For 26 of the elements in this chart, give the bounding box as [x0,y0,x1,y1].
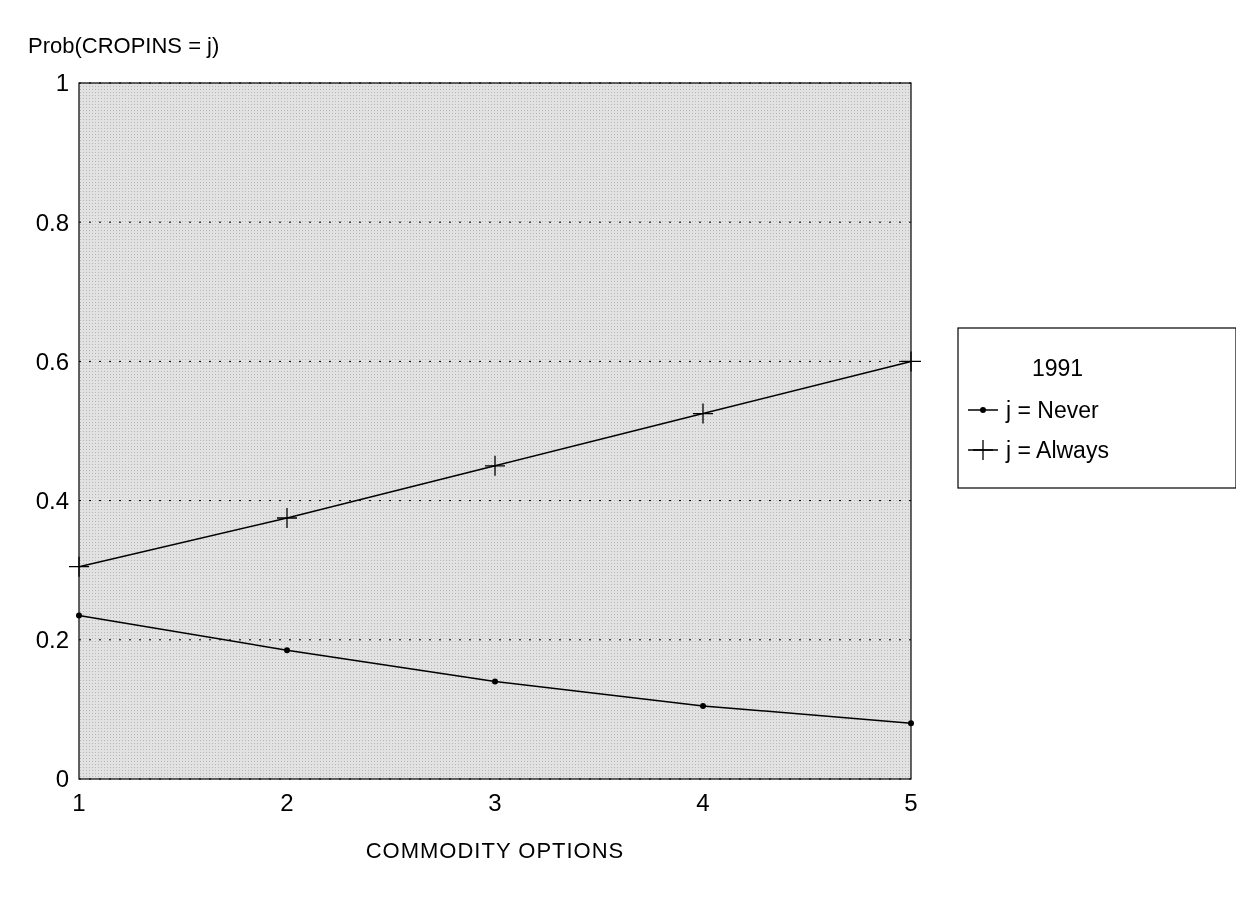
point [484,455,506,477]
point [692,402,714,425]
point [68,556,90,578]
point [900,350,922,373]
point [76,612,82,619]
legend-title: 1991 [1032,355,1084,381]
point [276,507,298,529]
x-tick-label: 2 [280,789,294,816]
legend-label: j = Always [1005,437,1109,463]
point [908,720,914,727]
x-tick-label: 3 [488,789,502,816]
x-axis-title: COMMODITY OPTIONS [365,838,625,863]
x-tick-label: 1 [72,789,86,816]
y-tick-label: 0.2 [35,626,69,654]
x-tick-label: 4 [696,789,710,816]
point [492,678,498,685]
legend-label: j = Never [1005,397,1100,423]
y-axis-title: Prob(CROPINS = j) [28,33,220,58]
y-tick-label: 1 [55,69,69,97]
x-tick-label: 5 [904,789,918,816]
y-tick-label: 0 [55,765,69,793]
y-tick-label: 0.6 [35,347,69,375]
y-tick-label: 0.8 [35,208,69,236]
point [284,647,290,654]
point [700,702,706,709]
y-tick-label: 0.4 [35,487,69,514]
